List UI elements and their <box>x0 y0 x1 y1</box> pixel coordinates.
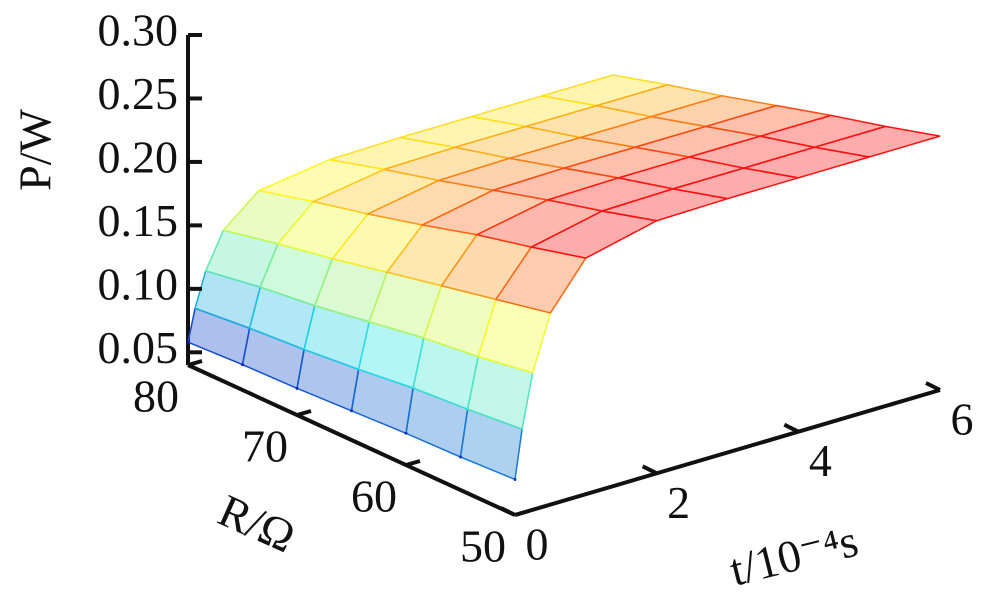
surface-patch <box>814 125 941 158</box>
z-tick-label: 0.25 <box>98 68 179 119</box>
y-tick-label: 70 <box>242 421 288 472</box>
y-tick-label: 50 <box>460 521 506 572</box>
surface-node <box>404 431 408 435</box>
y-tick <box>514 509 530 517</box>
y-tick-label: 80 <box>133 371 179 422</box>
y-tick <box>405 459 421 467</box>
y-tick-label: 60 <box>351 471 397 522</box>
z-tick-label: 0.05 <box>98 322 179 373</box>
surface-node <box>350 409 353 413</box>
x-tick <box>500 506 516 517</box>
surface-node <box>513 477 517 481</box>
surface-node <box>186 340 190 344</box>
x-tick-label: 2 <box>667 477 690 528</box>
y-axis <box>187 363 516 517</box>
x-axis-title: t/10⁻⁴s <box>725 515 863 596</box>
y-tick <box>296 409 312 417</box>
z-tick-label: 0.20 <box>98 131 179 182</box>
z-tick-label: 0.15 <box>98 195 179 246</box>
x-tick-label: 4 <box>809 435 832 486</box>
surface-node <box>295 386 299 390</box>
x-tick <box>783 422 800 434</box>
x-axis <box>514 388 941 517</box>
z-tick-label: 0.10 <box>98 258 179 309</box>
z-tick-label: 0.30 <box>98 5 179 56</box>
y-tick <box>187 359 203 367</box>
x-tick-label: 0 <box>526 519 549 570</box>
x-tick-label: 6 <box>951 394 974 445</box>
y-axis-title: R/Ω <box>211 484 303 562</box>
z-axis-title: P/W <box>10 109 61 191</box>
surface-node <box>241 363 244 367</box>
x-tick <box>925 381 941 392</box>
x-tick <box>641 464 658 476</box>
surface-node <box>459 455 462 459</box>
